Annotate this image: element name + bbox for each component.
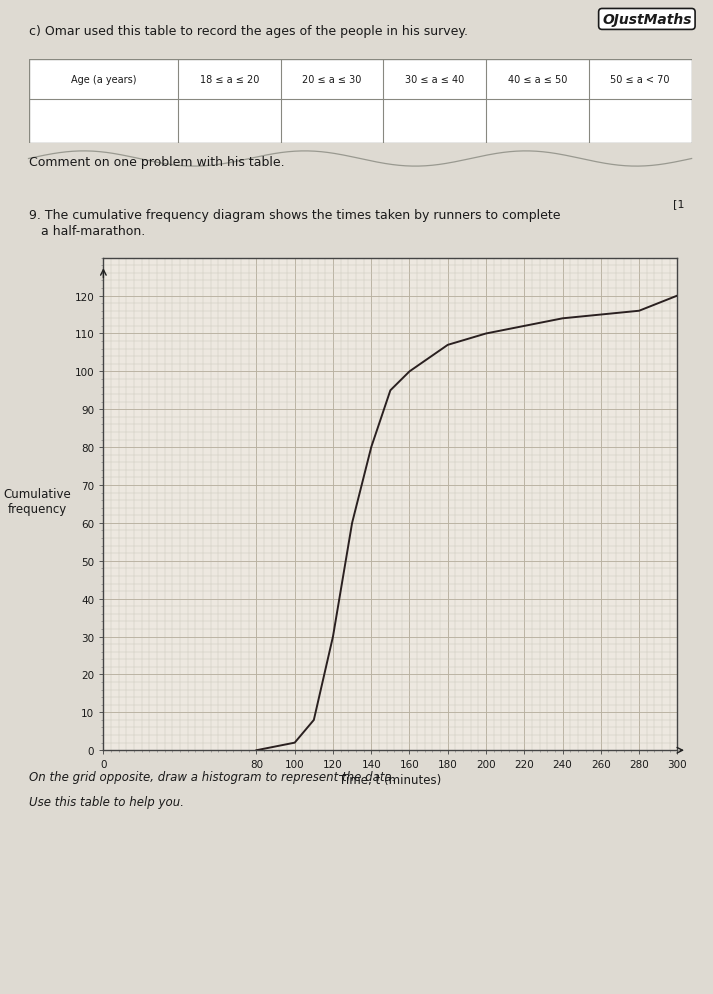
Text: 20 ≤ a ≤ 30: 20 ≤ a ≤ 30 — [302, 75, 361, 84]
Text: Cumulative
frequency: Cumulative frequency — [4, 488, 71, 516]
Text: 50 ≤ a < 70: 50 ≤ a < 70 — [610, 75, 670, 84]
Text: 40 ≤ a ≤ 50: 40 ≤ a ≤ 50 — [508, 75, 568, 84]
Text: Age (a years): Age (a years) — [71, 75, 136, 84]
Text: Use this table to help you.: Use this table to help you. — [29, 795, 183, 808]
Text: a half-marathon.: a half-marathon. — [29, 225, 145, 238]
Text: 18 ≤ a ≤ 20: 18 ≤ a ≤ 20 — [200, 75, 259, 84]
Text: c) Omar used this table to record the ages of the people in his survey.: c) Omar used this table to record the ag… — [29, 25, 468, 38]
X-axis label: Time, t (minutes): Time, t (minutes) — [339, 773, 441, 786]
Text: 9. The cumulative frequency diagram shows the times taken by runners to complete: 9. The cumulative frequency diagram show… — [29, 209, 560, 222]
Text: 30 ≤ a ≤ 40: 30 ≤ a ≤ 40 — [405, 75, 464, 84]
Text: Comment on one problem with his table.: Comment on one problem with his table. — [29, 156, 284, 169]
Text: On the grid opposite, draw a histogram to represent the data.: On the grid opposite, draw a histogram t… — [29, 770, 395, 783]
Text: OJustMaths: OJustMaths — [602, 13, 692, 27]
Text: [1: [1 — [673, 199, 684, 209]
